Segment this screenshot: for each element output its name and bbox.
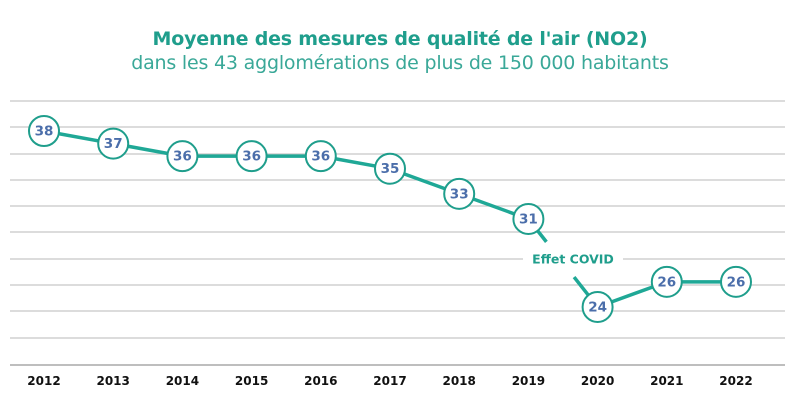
data-point-marker (235, 140, 268, 173)
data-label: 36 (173, 149, 192, 165)
data-point-marker (304, 140, 337, 173)
chart-title: Moyenne des mesures de qualité de l'air … (152, 28, 648, 50)
data-point-marker (443, 177, 476, 210)
x-tick-label: 2015 (235, 374, 268, 388)
data-label: 31 (519, 211, 538, 227)
data-label: 37 (104, 136, 123, 152)
x-tick-label: 2012 (27, 374, 60, 388)
data-label: 35 (381, 161, 400, 177)
x-tick-label: 2016 (304, 374, 337, 388)
data-label: 36 (242, 149, 261, 165)
data-point-marker (581, 290, 614, 323)
x-tick-label: 2014 (166, 374, 199, 388)
data-label: 33 (450, 186, 469, 202)
x-tick-label: 2013 (96, 374, 129, 388)
data-point-marker (28, 115, 60, 147)
data-point-marker (650, 265, 683, 298)
markers-layer: 38 37 36 36 36 35 33 31 24 26 26 (28, 115, 752, 323)
data-point-marker (97, 127, 130, 160)
data-label: 24 (588, 299, 607, 315)
x-tick-label: 2019 (512, 374, 545, 388)
chart-subtitle: dans les 43 agglomérations de plus de 15… (131, 52, 669, 74)
x-axis-ticks: 2012 2013 2014 2015 2016 2017 2018 2019 2020 2021… (27, 374, 752, 388)
x-tick-label: 2021 (650, 374, 683, 388)
data-point-marker (374, 152, 406, 185)
annotation-layer: Effet COVID (523, 249, 623, 269)
data-label: 26 (727, 274, 746, 290)
x-tick-label: 2022 (719, 374, 752, 388)
data-label: 26 (657, 274, 676, 290)
x-tick-label: 2018 (442, 374, 475, 388)
data-point-marker (166, 140, 199, 173)
annotation-effet-covid: Effet COVID (532, 252, 614, 267)
data-point-marker (512, 202, 545, 235)
data-label: 36 (311, 149, 330, 165)
data-point-marker (720, 265, 752, 298)
x-tick-label: 2017 (373, 374, 406, 388)
data-label: 38 (35, 124, 54, 140)
series-line-segment (572, 275, 736, 309)
x-tick-label: 2020 (581, 374, 614, 388)
annotation-background (523, 249, 623, 269)
